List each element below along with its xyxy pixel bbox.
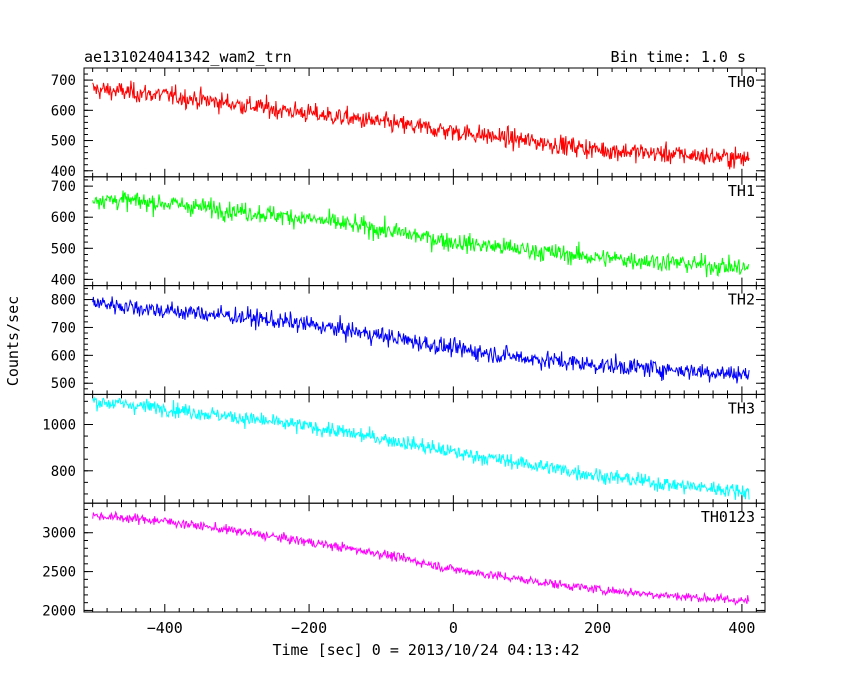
panel-th0123: 2000 2500 3000 TH0123 <box>42 502 766 619</box>
y-tick-label: 3000 <box>42 526 76 542</box>
y-tick-label: 400 <box>51 164 76 180</box>
y-tick-label: 1000 <box>42 417 76 433</box>
series-line-th0 <box>92 80 750 170</box>
y-tick-label: 600 <box>51 348 76 364</box>
panel-th2: 500 600 700 800 TH2 <box>51 285 766 395</box>
y-tick-label: 800 <box>51 464 76 480</box>
y-tick-label: 400 <box>51 272 76 288</box>
y-tick-label: 500 <box>51 241 76 257</box>
panel-label-th0123: TH0123 <box>701 508 755 526</box>
x-tick-label: 0 <box>449 619 458 637</box>
x-tick-label: 200 <box>584 619 611 637</box>
y-tick-label: 600 <box>51 103 76 119</box>
panel-label-th1: TH1 <box>728 182 755 200</box>
x-axis-label: Time [sec] 0 = 2013/10/24 04:13:42 <box>272 641 579 659</box>
series-line-th1 <box>92 190 750 278</box>
y-tick-label: 700 <box>51 320 76 336</box>
y-tick-label: 700 <box>51 179 76 195</box>
panel-th0: 400 500 600 700 TH0 <box>51 67 766 180</box>
series-line-th0123 <box>92 510 750 606</box>
y-tick-label: 500 <box>51 376 76 392</box>
x-tick-label: −400 <box>147 619 183 637</box>
chart-title: ae131024041342_wam2_trn <box>84 48 292 66</box>
y-tick-label: 2000 <box>42 603 76 619</box>
panel-label-th0: TH0 <box>728 73 755 91</box>
panels-group: 400 500 600 700 TH0 400 500 600 700 TH1 500 600 700 8… <box>42 67 766 637</box>
x-tick-label: 400 <box>728 619 755 637</box>
y-tick-label: 800 <box>51 293 76 309</box>
bin-time-label: Bin time: 1.0 s <box>611 48 746 66</box>
series-line-th2 <box>92 296 750 384</box>
panel-label-th2: TH2 <box>728 291 755 309</box>
y-tick-label: 700 <box>51 73 76 89</box>
y-axis-label: Counts/sec <box>4 296 22 386</box>
panel-frame <box>83 176 766 287</box>
x-tick-label: −200 <box>291 619 327 637</box>
panel-th3: 800 1000 TH3 <box>42 393 766 504</box>
y-tick-label: 600 <box>51 210 76 226</box>
y-tick-label: 500 <box>51 134 76 150</box>
panel-th1: 400 500 600 700 TH1 <box>51 176 766 288</box>
panel-label-th3: TH3 <box>728 399 755 417</box>
series-line-th3 <box>92 396 750 500</box>
y-tick-label: 2500 <box>42 565 76 581</box>
